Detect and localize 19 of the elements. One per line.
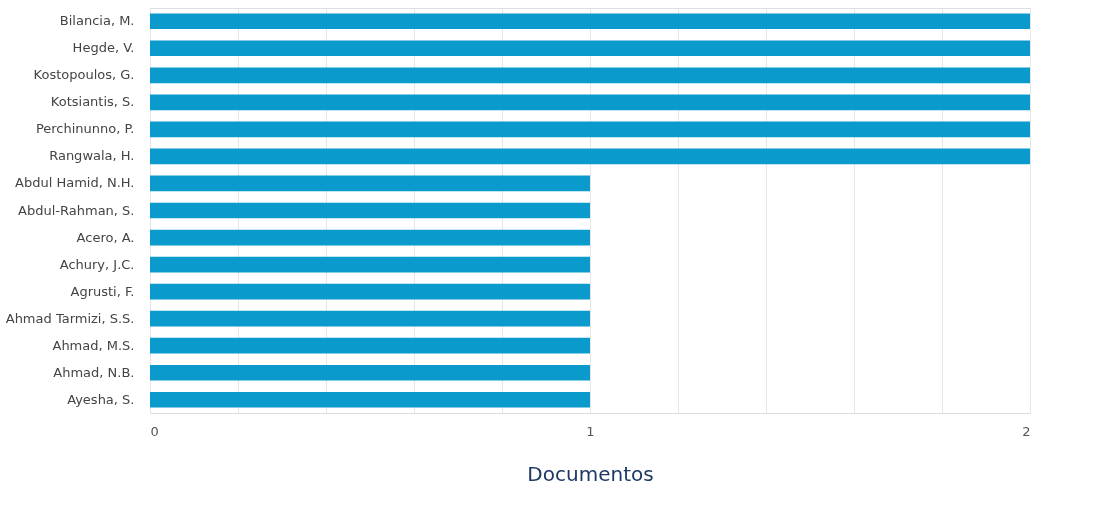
y-tick-label: Acero, A. xyxy=(76,229,135,245)
y-tick-label: Ahmad Tarmizi, S.S. xyxy=(5,310,135,326)
y-tick-label: Ahmad, N.B. xyxy=(53,364,135,380)
y-tick-label: Ahmad, M.S. xyxy=(52,337,135,353)
y-tick-label: Ayesha, S. xyxy=(67,391,135,407)
y-tick-label: Agrusti, F. xyxy=(70,283,135,299)
x-axis-title: Documentos xyxy=(527,461,654,486)
y-tick-label: Kostopoulos, G. xyxy=(33,67,135,83)
y-tick-label: Rangwala, H. xyxy=(49,148,135,164)
y-tick-label: Abdul-Rahman, S. xyxy=(18,202,135,218)
y-tick-label: Kotsiantis, S. xyxy=(50,94,135,110)
y-tick-label: Achury, J.C. xyxy=(59,256,135,272)
y-tick-label: Abdul Hamid, N.H. xyxy=(15,175,135,191)
x-tick-label: 1 xyxy=(586,423,595,439)
x-tick-label: 0 xyxy=(150,423,159,439)
x-tick-label: 2 xyxy=(1022,423,1031,439)
y-tick-label: Hegde, V. xyxy=(72,40,135,56)
y-tick-label: Perchinunno, P. xyxy=(35,121,135,137)
y-tick-label: Bilancia, M. xyxy=(59,13,135,29)
